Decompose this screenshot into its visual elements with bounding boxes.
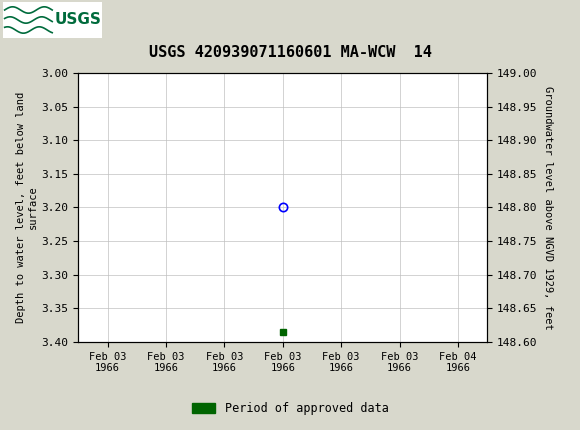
Legend: Period of approved data: Period of approved data bbox=[187, 397, 393, 420]
Text: USGS: USGS bbox=[55, 12, 102, 28]
FancyBboxPatch shape bbox=[3, 2, 102, 38]
Y-axis label: Depth to water level, feet below land
surface: Depth to water level, feet below land su… bbox=[16, 92, 38, 323]
Y-axis label: Groundwater level above NGVD 1929, feet: Groundwater level above NGVD 1929, feet bbox=[543, 86, 553, 329]
Text: USGS 420939071160601 MA-WCW  14: USGS 420939071160601 MA-WCW 14 bbox=[148, 45, 432, 60]
